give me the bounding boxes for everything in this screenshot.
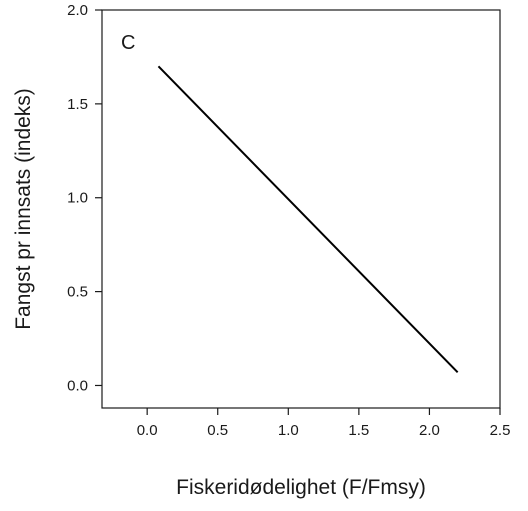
y-tick-label: 0.0 xyxy=(67,377,88,394)
x-tick-label: 0.5 xyxy=(207,422,228,439)
y-tick-label: 1.0 xyxy=(67,190,88,207)
x-tick-label: 2.0 xyxy=(419,422,440,439)
y-axis-title: Fangst pr innsats (indeks) xyxy=(12,88,35,330)
x-tick-label: 2.5 xyxy=(490,422,511,439)
series-layer xyxy=(158,66,457,372)
panel-label: C xyxy=(121,32,135,54)
x-axis-ticks: 0.0 0.5 1.0 1.5 2.0 2.5 xyxy=(137,408,511,439)
y-tick-label: 0.5 xyxy=(67,284,88,301)
x-axis-title: Fiskeridødelighet (F/Fmsy) xyxy=(176,476,426,499)
x-tick-label: 1.5 xyxy=(348,422,369,439)
y-axis-ticks: 0.0 0.5 1.0 1.5 2.0 xyxy=(67,2,102,394)
y-tick-label: 1.5 xyxy=(67,96,88,113)
x-tick-label: 0.0 xyxy=(137,422,158,439)
series-line xyxy=(158,66,457,372)
y-tick-label: 2.0 xyxy=(67,2,88,19)
x-tick-label: 1.0 xyxy=(278,422,299,439)
